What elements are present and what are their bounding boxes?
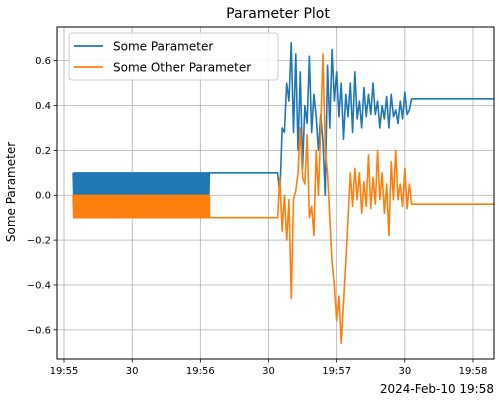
y-tick-label: −0.4 (27, 280, 51, 291)
series-2 (72, 53, 494, 345)
x-tick-label: 19:57 (322, 366, 351, 377)
series-2-line (72, 53, 494, 345)
y-tick-label: −0.2 (27, 236, 51, 247)
legend-box (68, 32, 279, 81)
y-tick-label: −0.6 (27, 325, 51, 336)
x-tick-label: 19:56 (186, 366, 215, 377)
x-tick-label: 19:58 (459, 366, 488, 377)
chart-title: Parameter Plot (226, 6, 330, 22)
x-tick-label: 30 (262, 366, 275, 377)
legend: Some Parameter Some Other Parameter (68, 32, 279, 81)
y-tick-label: 0.0 (35, 191, 51, 202)
legend-label: Some Parameter (113, 40, 213, 54)
y-tick-label: 0.4 (35, 101, 51, 112)
axes-frame (56, 26, 495, 360)
x-tick-label: 19:55 (50, 366, 79, 377)
ticks: 19:55 30 19:56 30 19:57 30 19:58 0.6 0.4 0.2 0.0 −0… (27, 56, 488, 377)
y-axis-label: Some Parameter (4, 142, 18, 242)
plot-area (72, 41, 494, 345)
x-tick-label: 30 (398, 366, 411, 377)
x-tick-label: 30 (126, 366, 139, 377)
y-tick-label: 0.6 (35, 56, 51, 67)
x-axis-offset-label: 2024-Feb-10 19:58 (380, 382, 494, 396)
y-tick-label: 0.2 (35, 146, 51, 157)
legend-label: Some Other Parameter (113, 61, 251, 75)
